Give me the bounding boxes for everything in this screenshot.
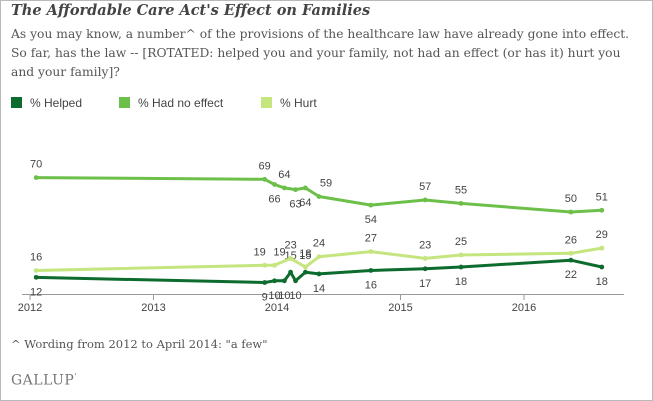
x-tick-label: 2012: [18, 302, 42, 314]
data-point: [288, 256, 293, 261]
data-point: [422, 256, 428, 261]
data-point: [288, 269, 293, 275]
data-label: 22: [565, 269, 577, 281]
data-point: [316, 271, 322, 277]
gallup-logo: GALLUP': [11, 372, 77, 389]
data-label: 64: [299, 197, 311, 209]
data-point: [33, 274, 39, 280]
legend-label: % Hurt: [280, 96, 317, 110]
legend-item: % Helped: [11, 96, 82, 110]
data-point: [33, 175, 39, 180]
survey-question: As you may know, a number^ of the provis…: [11, 27, 630, 79]
data-label: 24: [313, 238, 325, 250]
data-label: 59: [320, 178, 332, 190]
chart-title: The Affordable Care Act's Effect on Fami…: [11, 2, 371, 19]
data-point: [293, 278, 298, 284]
data-label: 55: [455, 184, 467, 196]
data-point: [599, 207, 605, 213]
data-point: [599, 264, 605, 270]
legend-swatch: [261, 97, 272, 108]
x-tick-label: 2013: [141, 302, 165, 314]
legend-swatch: [119, 97, 130, 108]
data-point: [368, 249, 374, 254]
data-point: [458, 252, 464, 258]
series-line: [34, 246, 604, 272]
data-point: [568, 209, 574, 215]
data-label: 18: [455, 276, 467, 288]
data-label: 9: [262, 292, 268, 304]
data-label: 26: [565, 234, 577, 246]
footnote: ^ Wording from 2012 to April 2014: "a fe…: [11, 337, 268, 351]
data-label: 15: [299, 250, 311, 262]
data-point: [272, 262, 277, 268]
data-label: 27: [365, 233, 377, 245]
data-label: 25: [455, 236, 467, 248]
data-label: 29: [596, 229, 608, 241]
data-label: 51: [596, 191, 608, 203]
data-label: 16: [30, 251, 42, 263]
data-point: [262, 280, 268, 285]
data-label: 10: [268, 290, 280, 302]
data-point: [33, 268, 39, 273]
data-label: 70: [30, 159, 42, 171]
legend-label: % Helped: [30, 96, 83, 110]
data-point: [368, 202, 374, 208]
data-point: [422, 266, 428, 272]
data-point: [272, 278, 277, 284]
data-label: 23: [284, 239, 296, 251]
data-point: [293, 187, 298, 193]
data-label: 18: [299, 248, 311, 260]
x-tick-label: 2016: [512, 302, 536, 314]
data-label: 10: [289, 290, 301, 302]
data-label: 10: [278, 290, 290, 302]
data-label: 69: [259, 160, 271, 172]
data-label: 19: [254, 246, 266, 258]
data-label: 63: [289, 199, 301, 211]
legend-item: % Had no effect: [119, 96, 223, 110]
data-point: [262, 262, 268, 268]
legend-swatch: [11, 97, 22, 108]
line-chart: 2012201320142015201612910101510151416171…: [18, 159, 624, 314]
data-point: [422, 197, 428, 203]
data-point: [458, 201, 464, 206]
data-label: 17: [419, 278, 431, 290]
data-point: [316, 254, 322, 260]
brand-name: GALLUP: [11, 372, 75, 389]
data-point: [272, 182, 277, 187]
data-label: 18: [596, 276, 608, 288]
data-point: [282, 278, 287, 284]
data-point: [282, 185, 287, 191]
data-label: 16: [365, 279, 377, 291]
data-label: 54: [365, 214, 377, 226]
data-point: [368, 268, 374, 273]
data-point: [316, 194, 322, 199]
data-label: 19: [273, 246, 285, 258]
data-point: [568, 250, 574, 256]
data-point: [262, 176, 268, 182]
legend-label: % Had no effect: [138, 96, 224, 110]
data-label: 50: [565, 193, 577, 205]
brand-mark: ': [74, 372, 78, 381]
data-point: [303, 269, 308, 275]
legend-item: % Hurt: [261, 96, 317, 110]
data-label: 66: [268, 193, 280, 205]
data-label: 64: [278, 169, 290, 181]
data-label: 14: [313, 283, 325, 295]
data-point: [303, 264, 308, 270]
data-label: 57: [419, 181, 431, 193]
x-tick-label: 2015: [388, 302, 412, 314]
data-label: 23: [419, 239, 431, 251]
series-line: [34, 258, 604, 284]
x-tick-label: 2014: [265, 302, 289, 314]
data-point: [303, 185, 308, 191]
data-point: [599, 245, 605, 251]
data-label: 12: [30, 286, 42, 298]
data-point: [458, 264, 464, 270]
data-point: [568, 257, 574, 263]
